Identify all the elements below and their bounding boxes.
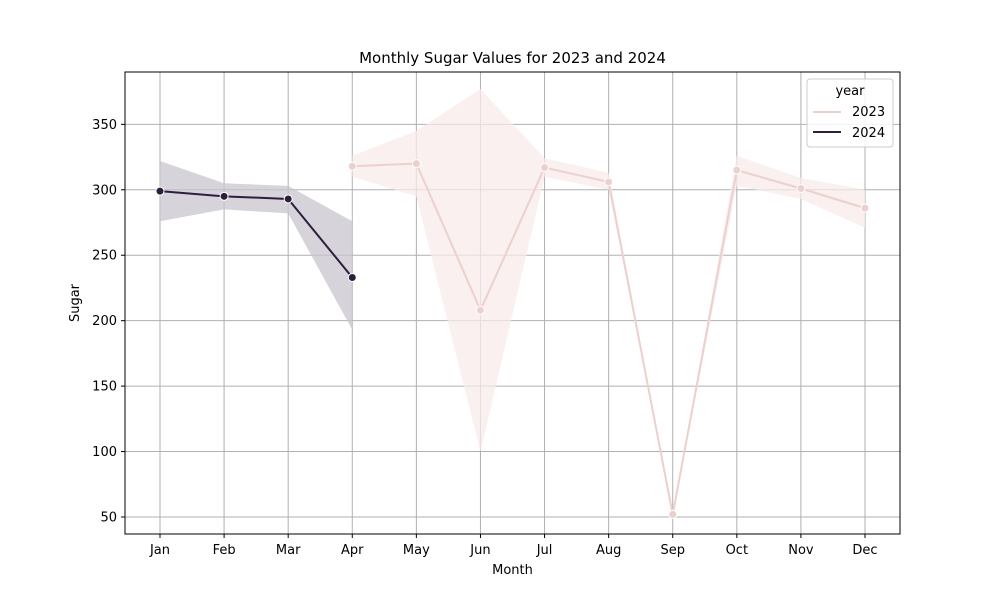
data-point-2023 — [604, 177, 614, 187]
grid-lines — [125, 72, 900, 534]
data-point-2024 — [347, 272, 357, 282]
legend: year 2023 2024 — [806, 78, 894, 148]
data-point-2023 — [475, 305, 485, 315]
ci-band-2023 — [352, 89, 866, 515]
data-point-2023 — [668, 509, 678, 519]
data-point-2024 — [283, 194, 293, 204]
legend-label-2024: 2024 — [852, 126, 885, 141]
plot-frame — [124, 71, 901, 535]
data-point-2024 — [219, 191, 229, 201]
y-tick-label: 150 — [92, 380, 117, 395]
x-tick-label: Dec — [852, 543, 877, 558]
confidence-bands — [160, 89, 866, 515]
x-tick-label: Oct — [726, 543, 748, 558]
series-line-2024 — [159, 190, 354, 279]
data-point-2023 — [411, 159, 421, 169]
y-tick-label: 100 — [92, 445, 117, 460]
y-axis-ticks: 50 100 150 200 250 300 350 — [92, 118, 125, 525]
y-tick-label: 250 — [92, 249, 117, 264]
data-point-2023 — [860, 203, 870, 213]
x-axis-label: Month — [492, 563, 533, 578]
y-axis-label: Sugar — [68, 283, 83, 322]
x-tick-label: Jan — [149, 543, 170, 558]
y-tick-label: 200 — [92, 314, 117, 329]
x-tick-label: Jul — [536, 543, 553, 558]
data-point-2023 — [732, 165, 742, 175]
y-tick-label: 350 — [92, 118, 117, 133]
ci-band-2024 — [160, 160, 353, 330]
data-point-2023 — [796, 183, 806, 193]
series-points — [155, 159, 870, 519]
x-tick-label: Jun — [469, 543, 490, 558]
x-tick-label: Nov — [788, 543, 814, 558]
data-point-2023 — [540, 163, 550, 173]
x-tick-label: May — [403, 543, 430, 558]
x-tick-label: Mar — [276, 543, 301, 558]
y-tick-label: 300 — [92, 183, 117, 198]
y-tick-label: 50 — [100, 510, 117, 525]
x-tick-label: Sep — [660, 543, 685, 558]
data-point-2024 — [155, 186, 165, 196]
x-tick-label: Apr — [341, 543, 364, 558]
chart-title: Monthly Sugar Values for 2023 and 2024 — [359, 49, 666, 67]
legend-title: year — [835, 84, 865, 99]
x-tick-label: Feb — [213, 543, 236, 558]
legend-box — [806, 78, 894, 148]
legend-label-2023: 2023 — [852, 105, 885, 120]
x-tick-label: Aug — [596, 543, 621, 558]
data-point-2023 — [347, 161, 357, 171]
x-axis-ticks: Jan Feb Mar Apr May Jun Jul Aug Sep Oct Nov Dec — [149, 534, 878, 558]
